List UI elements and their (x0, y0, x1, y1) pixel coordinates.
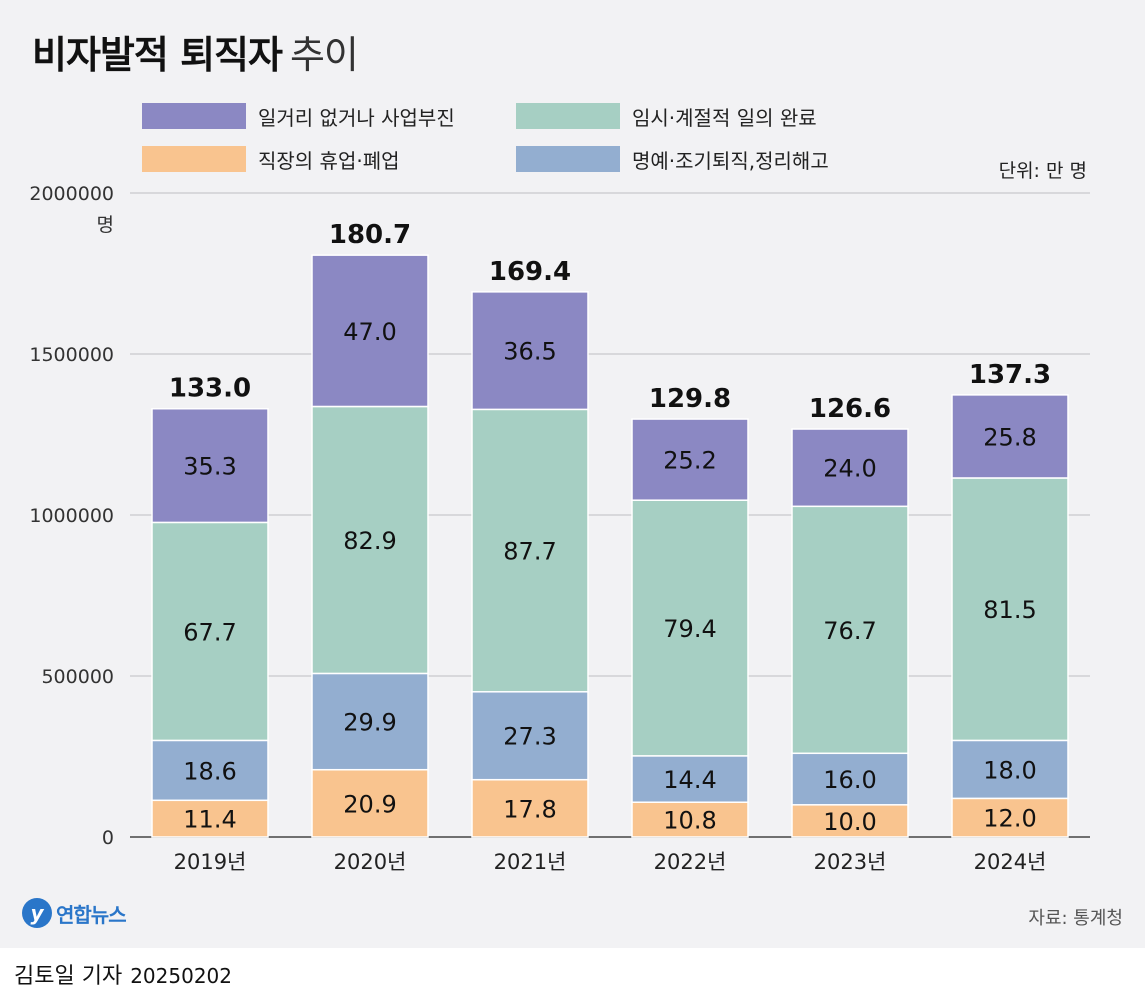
segment-value-label: 17.8 (503, 795, 556, 823)
bar-segment (471, 291, 589, 411)
legend-item-temporary-work-end: 임시·계절적 일의 완료 (516, 102, 817, 130)
bar-total-label: 137.3 (969, 360, 1051, 390)
title-main: 비자발적 퇴직자 (32, 33, 283, 77)
legend-label: 일거리 없거나 사업부진 (258, 105, 455, 130)
bar-segment (471, 778, 589, 838)
segment-value-label: 27.3 (503, 723, 556, 751)
segment-value-label: 47.0 (343, 318, 396, 346)
x-tick-label: 2021년 (494, 850, 567, 874)
segment-value-label: 81.5 (983, 596, 1036, 624)
bar-segment (311, 768, 429, 838)
legend-swatch (516, 146, 620, 172)
legend-swatch (516, 103, 620, 129)
chart-title: 비자발적 퇴직자 추이 (32, 24, 359, 79)
yonhap-logo: y 연합뉴스 (22, 898, 127, 928)
bar-segment (151, 521, 269, 742)
segment-value-label: 12.0 (983, 805, 1036, 833)
bar-segment (791, 804, 909, 838)
title-subtitle: 추이 (289, 33, 359, 77)
x-tick-label: 2022년 (654, 850, 727, 874)
bar-segment (151, 799, 269, 838)
bar-segment (951, 394, 1069, 479)
bar-total-label: 169.4 (489, 257, 571, 287)
segment-value-label: 29.9 (343, 709, 396, 737)
y-tick-label: 1000000 (29, 505, 114, 527)
bar-segment (311, 672, 429, 771)
bar-segment (631, 418, 749, 501)
bar-total-label: 126.6 (809, 394, 891, 424)
segment-value-label: 10.0 (823, 808, 876, 836)
unit-label: 단위: 만 명 (998, 160, 1087, 182)
stacked-bar-chart: 0 500000 1000000 1500000 2000000 명 11.4 18.6 67.… (29, 183, 1090, 874)
x-tick-label: 2020년 (334, 850, 407, 874)
legend-label: 명예·조기퇴직,정리해고 (632, 148, 829, 173)
bar-segment (151, 739, 269, 802)
y-tick-label: 2000000 (29, 183, 114, 205)
segment-value-label: 16.0 (823, 766, 876, 794)
credit-date: 20250202 (130, 964, 232, 988)
bar-segment (951, 477, 1069, 742)
bar-segment (471, 408, 589, 693)
legend-label: 직장의 휴업·폐업 (258, 148, 400, 173)
segment-value-label: 20.9 (343, 790, 396, 818)
legend-swatch (142, 146, 246, 172)
segment-value-label: 35.3 (183, 453, 236, 481)
segment-value-label: 36.5 (503, 338, 556, 366)
bar-total-label: 133.0 (169, 374, 251, 404)
segment-value-label: 25.2 (663, 447, 716, 475)
x-tick-label: 2023년 (814, 850, 887, 874)
y-tick-label: 1500000 (29, 344, 114, 366)
bar-segment (951, 739, 1069, 800)
bar-segment (311, 254, 429, 408)
segment-value-label: 24.0 (823, 455, 876, 483)
y-tick-label: 500000 (41, 666, 114, 688)
legend-item-closure: 직장의 휴업·폐업 (142, 145, 400, 173)
segment-value-label: 18.6 (183, 757, 236, 785)
bar-segment (791, 505, 909, 755)
bar-segment (791, 752, 909, 806)
credit-author: 김토일 기자 (14, 964, 123, 989)
bar-segment (471, 691, 589, 781)
legend-item-business-slump: 일거리 없거나 사업부진 (142, 102, 455, 130)
segment-value-label: 25.8 (983, 423, 1036, 451)
segment-value-label: 11.4 (183, 806, 236, 834)
x-tick-label: 2024년 (974, 850, 1047, 874)
x-tick-label: 2019년 (174, 850, 247, 874)
bar-total-label: 180.7 (329, 220, 411, 250)
segment-value-label: 76.7 (823, 617, 876, 645)
yonhap-logo-icon: y (22, 898, 52, 928)
bar-segment (631, 755, 749, 803)
credit-line: 김토일 기자 20250202 (14, 958, 232, 990)
legend-label: 임시·계절적 일의 완료 (632, 105, 817, 130)
bar-segment (631, 499, 749, 757)
segment-value-label: 82.9 (343, 527, 396, 555)
bar-segment (791, 428, 909, 508)
segment-value-label: 79.4 (663, 615, 716, 643)
logo-name: 연합뉴스 (56, 902, 127, 927)
segment-value-label: 14.4 (663, 766, 716, 794)
segment-value-label: 10.8 (663, 807, 716, 835)
segment-value-label: 87.7 (503, 538, 556, 566)
y-axis-label: 명 (97, 214, 114, 236)
bar-segment (951, 797, 1069, 838)
legend-swatch (142, 103, 246, 129)
bar-segment (151, 407, 269, 524)
bar-segment (311, 405, 429, 675)
y-tick-label: 0 (102, 827, 114, 849)
segment-value-label: 67.7 (183, 618, 236, 646)
segment-value-label: 18.0 (983, 756, 1036, 784)
bar-total-label: 129.8 (649, 384, 731, 414)
source-label: 자료: 통계청 (1028, 908, 1123, 929)
legend-item-early-retirement: 명예·조기퇴직,정리해고 (516, 145, 829, 173)
